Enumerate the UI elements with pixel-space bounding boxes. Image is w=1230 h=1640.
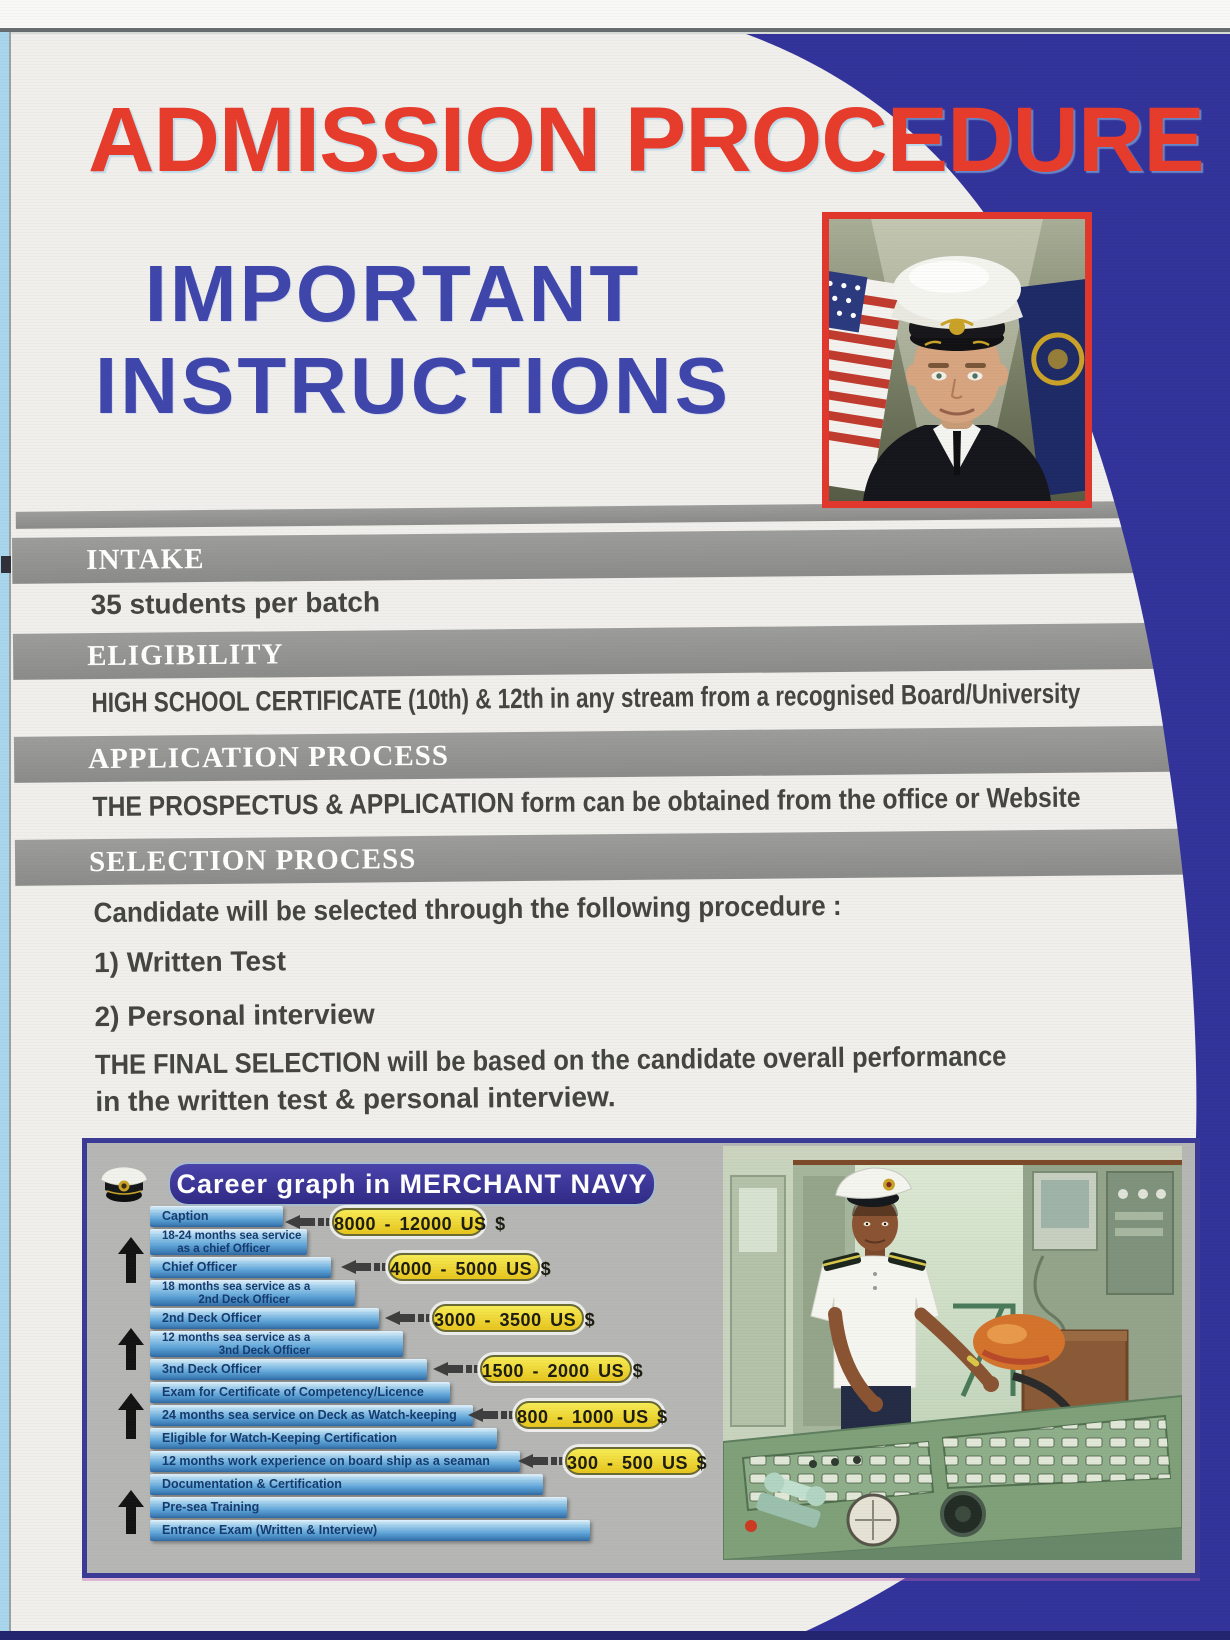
page-subtitle-line-1: IMPORTANT [144, 249, 642, 338]
career-step-bar: 2nd Deck Officer [150, 1308, 379, 1329]
left-arrow-icon [433, 1362, 479, 1376]
career-step-bar: 18-24 months sea service as a chief Offic… [150, 1229, 307, 1255]
scan-edge-top-line-light [0, 32, 1230, 34]
cadet-officer-figure [810, 1167, 999, 1448]
up-arrow-icon [118, 1490, 144, 1534]
career-step-bar: 3nd Deck Officer [150, 1359, 427, 1380]
salary-badge: 800 - 1000 US $ [515, 1401, 667, 1429]
salary-badge: 4000 - 5000 US $ [388, 1253, 551, 1281]
salary-badge: 1500 - 2000 US $ [480, 1355, 643, 1383]
navy-flag [1014, 278, 1085, 497]
scan-edge-left-line [9, 32, 11, 1640]
us-flag [829, 269, 905, 493]
up-arrow-icon [118, 1393, 144, 1439]
page-subtitle: IMPORTANT INSTRUCTIONS [95, 248, 731, 432]
left-arrow-icon [341, 1260, 387, 1274]
left-arrow-icon [518, 1454, 564, 1468]
career-step-bar: Caption [150, 1206, 283, 1227]
officer-portrait-illustration [829, 219, 1085, 501]
left-arrow-icon [285, 1215, 331, 1229]
career-step-bar: 12 months work experience on board ship … [150, 1451, 520, 1472]
career-step-bar: Eligible for Watch-Keeping Certification [150, 1428, 497, 1449]
left-arrow-icon [385, 1311, 431, 1325]
page-subtitle-line-2: INSTRUCTIONS [95, 341, 731, 430]
career-step-bar: Exam for Certificate of Competency/Licen… [150, 1382, 450, 1403]
officer-portrait-photo [822, 212, 1092, 508]
salary-badge: 3000 - 3500 US $ [432, 1304, 595, 1332]
career-step-bar: Documentation & Certification [150, 1474, 543, 1495]
scan-edge-top-line [0, 28, 1230, 32]
career-graph-title: Career graph in MERCHANT NAVY [170, 1164, 654, 1204]
scan-edge-top [0, 0, 1230, 28]
career-step-bar: 12 months sea service as a 3nd Deck Offic… [150, 1331, 403, 1357]
up-arrow-icon [118, 1328, 144, 1370]
salary-badge: 8000 - 12000 US $ [332, 1208, 505, 1236]
career-step-bar: 24 months sea service on Deck as Watch-k… [150, 1405, 473, 1426]
salary-badge: 300 - 500 US $ [565, 1447, 707, 1475]
career-graph-panel: Career graph in MERCHANT NAVY Caption 18… [82, 1138, 1200, 1578]
navy-cap-icon [97, 1162, 151, 1206]
career-step-bar: 18 months sea service as a 2nd Deck Offic… [150, 1280, 355, 1306]
left-arrow-icon [468, 1408, 514, 1422]
career-step-bar: Chief Officer [150, 1257, 331, 1278]
up-arrow-icon [118, 1237, 144, 1283]
career-step-bar: Entrance Exam (Written & Interview) [150, 1520, 590, 1541]
career-step-bar: Pre-sea Training [150, 1497, 567, 1518]
page-title: ADMISSION PROCEDURE [88, 89, 1205, 191]
officer-console-photo [723, 1146, 1182, 1560]
scan-edge-bottom [0, 1631, 1230, 1640]
scan-edge-mark [1, 556, 11, 573]
scan-edge-left-strip [0, 32, 9, 1640]
